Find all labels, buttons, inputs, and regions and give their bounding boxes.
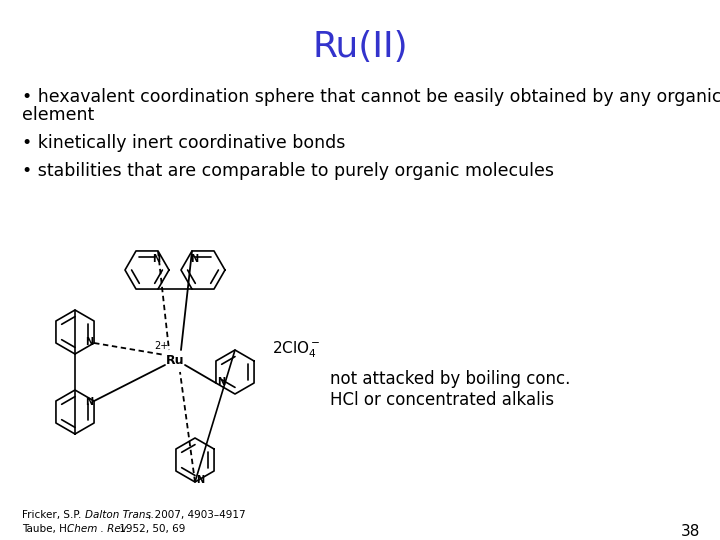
Text: not attacked by boiling conc.
HCl or concentrated alkalis: not attacked by boiling conc. HCl or con… [330, 370, 570, 409]
Text: Taube, H.: Taube, H. [22, 524, 73, 534]
Text: 2C$\mathregular{lO_4^-}$: 2C$\mathregular{lO_4^-}$ [272, 340, 320, 361]
Text: 38: 38 [680, 524, 700, 539]
Text: Fricker, S.P.: Fricker, S.P. [22, 510, 85, 520]
Text: • hexavalent coordination sphere that cannot be easily obtained by any organic: • hexavalent coordination sphere that ca… [22, 88, 720, 106]
Text: N: N [190, 254, 198, 264]
Text: 2+: 2+ [154, 341, 168, 351]
Text: 1952, 50, 69: 1952, 50, 69 [116, 524, 185, 534]
Text: , 2007, 4903–4917: , 2007, 4903–4917 [148, 510, 246, 520]
Text: N: N [85, 337, 93, 347]
Text: N: N [217, 377, 225, 387]
Text: Ru: Ru [166, 354, 184, 367]
Text: Ru(II): Ru(II) [312, 30, 408, 64]
Text: • kinetically inert coordinative bonds: • kinetically inert coordinative bonds [22, 134, 346, 152]
Text: N: N [152, 254, 160, 264]
Text: element: element [22, 106, 94, 124]
Text: N: N [85, 397, 93, 407]
Text: Chem . Rev.: Chem . Rev. [67, 524, 130, 534]
Text: • stabilities that are comparable to purely organic molecules: • stabilities that are comparable to pur… [22, 162, 554, 180]
Text: Dalton Trans.: Dalton Trans. [85, 510, 154, 520]
Text: N: N [196, 475, 204, 485]
